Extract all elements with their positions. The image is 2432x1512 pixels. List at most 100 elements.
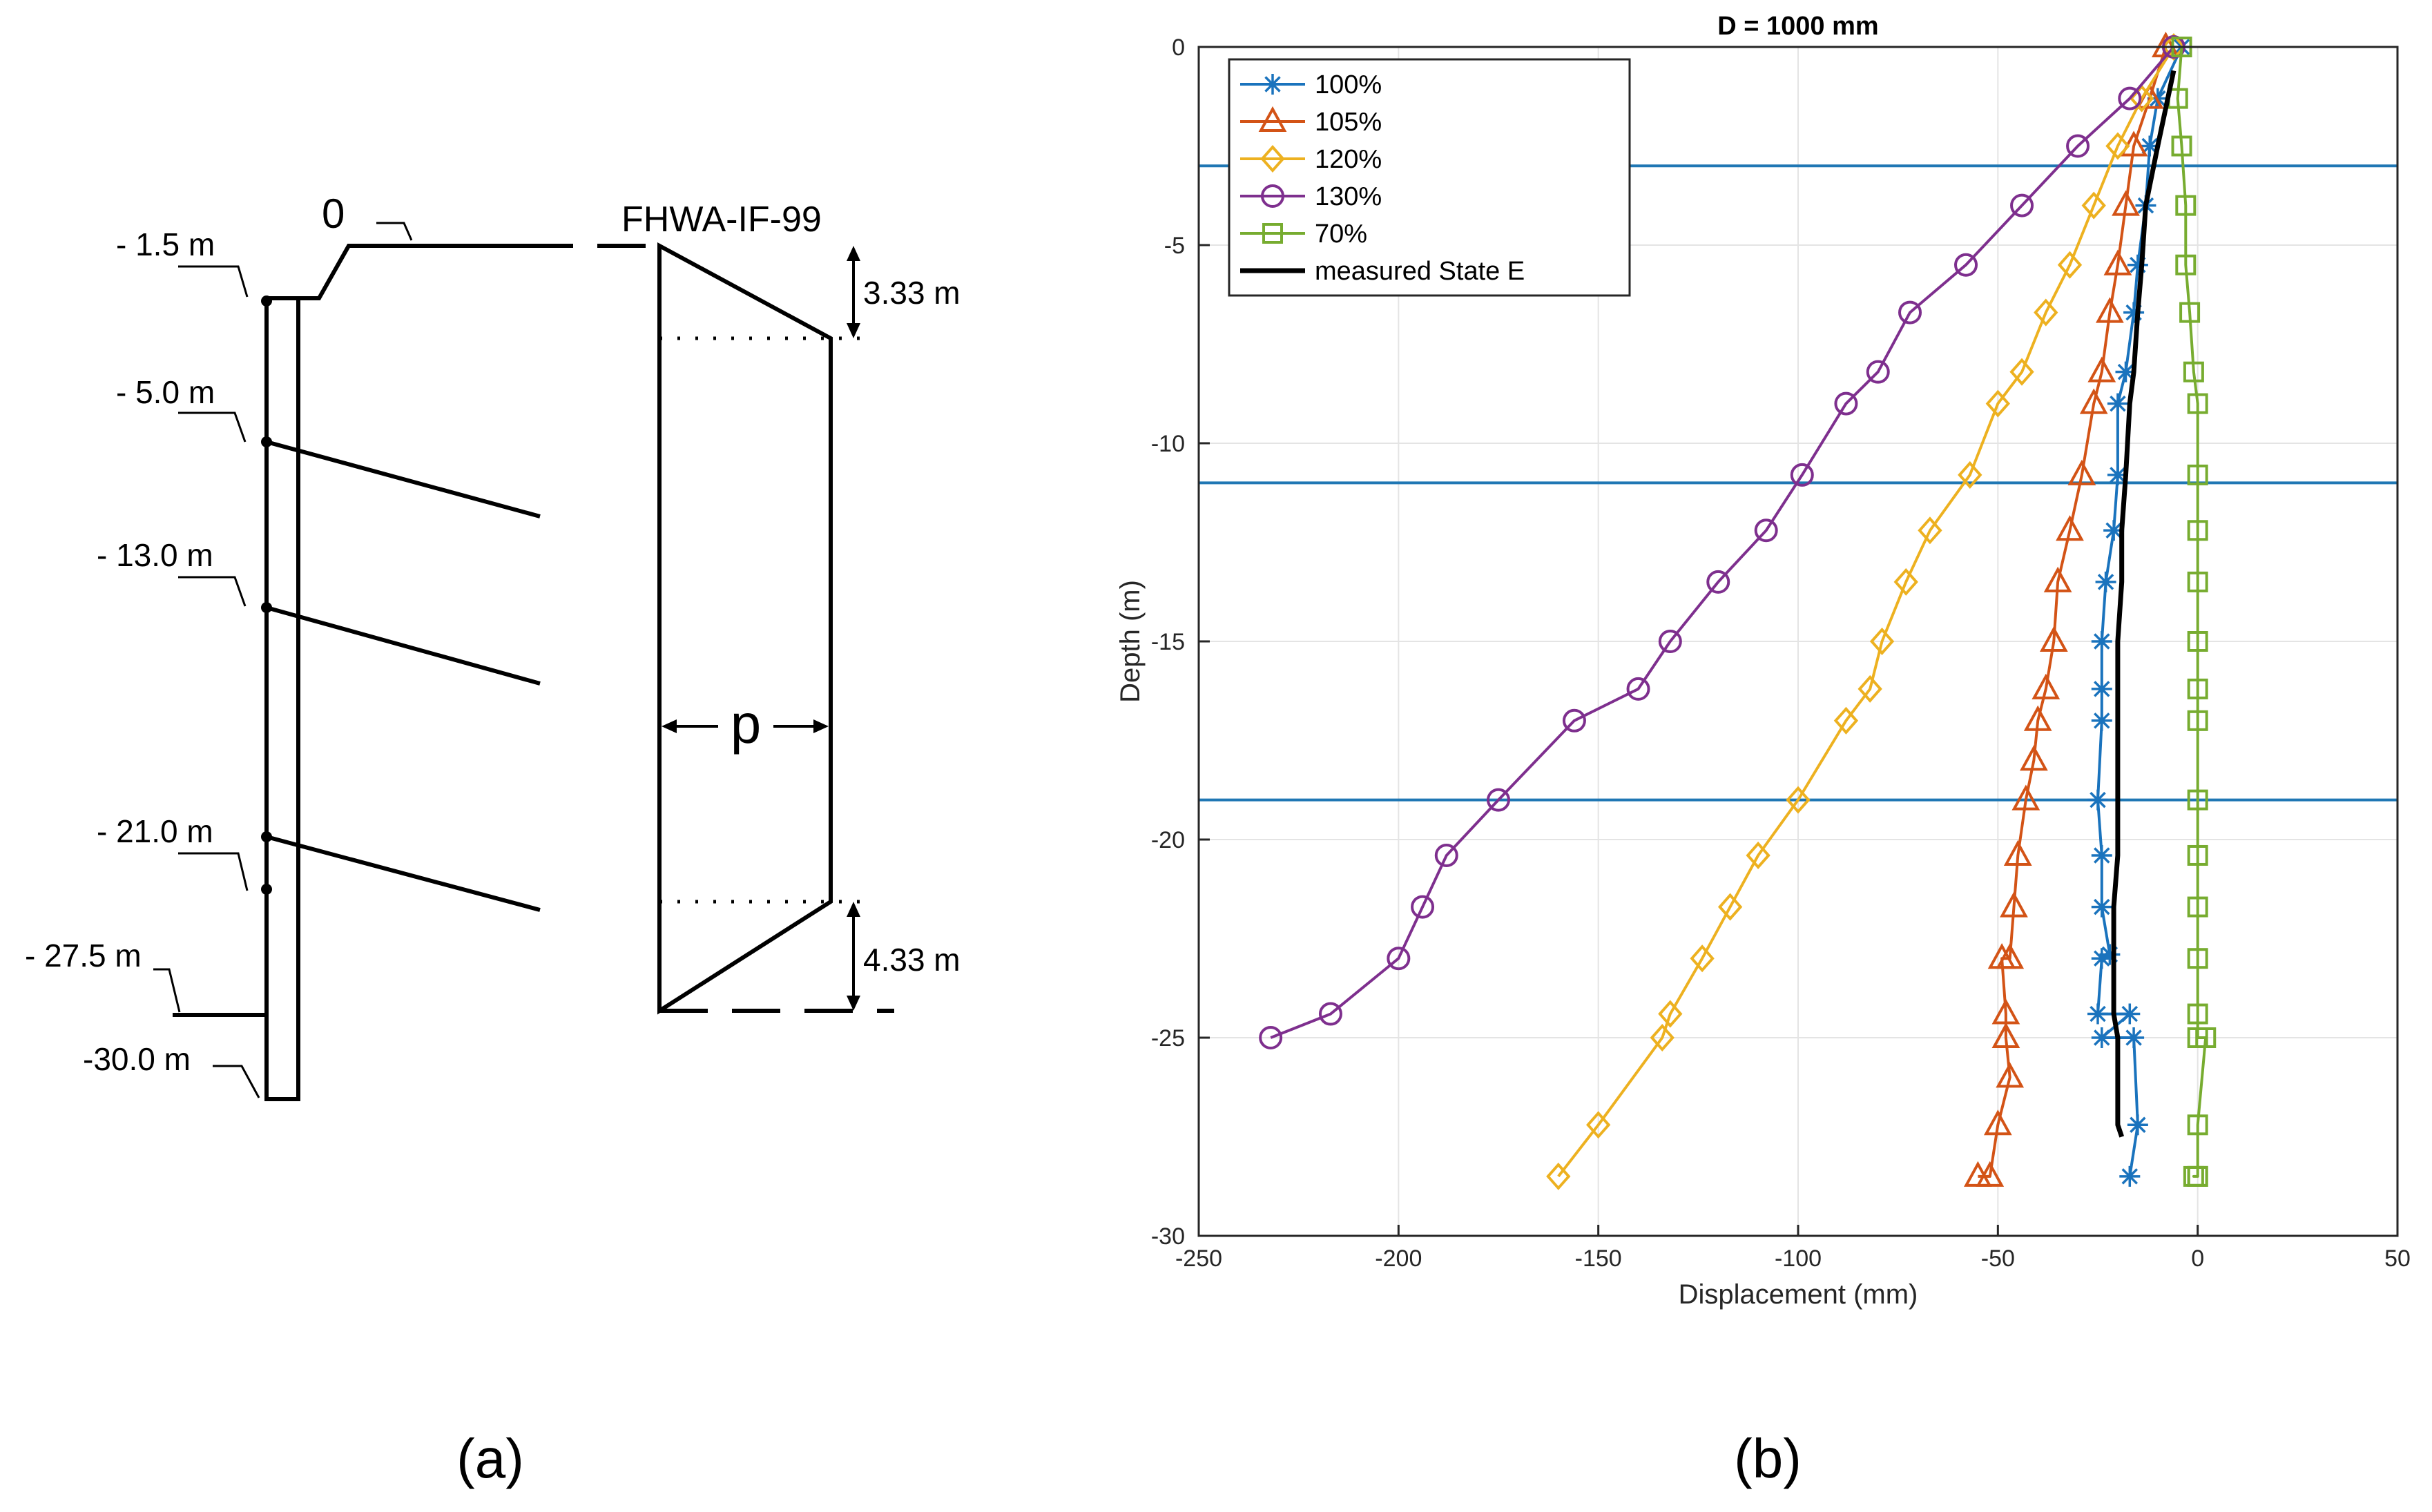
triangle-marker [1987, 943, 2016, 969]
square-marker [2171, 135, 2192, 157]
square-marker [2179, 302, 2201, 323]
square-marker [2187, 948, 2208, 969]
diamond-marker [1585, 1111, 1611, 1139]
diamond-marker [1690, 944, 1715, 973]
leader-5-0 [178, 411, 247, 443]
circle-marker [1487, 788, 1510, 812]
square-marker [1262, 223, 1283, 244]
star-marker [2099, 944, 2121, 965]
circle-marker [1434, 843, 1458, 867]
triangle-marker [2079, 388, 2108, 414]
diamond-marker [1746, 841, 1770, 869]
diamond-marker [1985, 389, 2011, 418]
chart-title: D = 1000 mm [1717, 12, 1878, 41]
panel-a-caption: (a) [456, 1428, 524, 1489]
star-marker [2123, 302, 2145, 323]
circle-marker [1626, 677, 1650, 701]
leader-30-0 [213, 1065, 260, 1098]
star-marker [2123, 1027, 2145, 1048]
anchor-head-dot [261, 884, 272, 895]
diamond-marker [1833, 706, 1859, 735]
anchor-3 [266, 835, 541, 912]
star-marker [2107, 393, 2128, 414]
star-marker [2091, 631, 2112, 652]
legend-label: measured State E [1315, 257, 1525, 286]
series-100- [2087, 37, 2192, 1187]
circle-marker [2010, 193, 2034, 217]
square-marker [2187, 393, 2208, 414]
diamond-marker [1918, 516, 1942, 545]
square-marker [2187, 678, 2208, 699]
circle-marker [2118, 86, 2142, 110]
leader-13-0 [178, 576, 247, 607]
square-marker [2187, 710, 2208, 731]
star-marker [2087, 789, 2108, 811]
y-tick-label: -30 [1151, 1223, 1185, 1250]
level-label: - 1.5 m [116, 226, 215, 262]
x-tick-label: -250 [1175, 1246, 1222, 1272]
method-label: FHWA-IF-99 [621, 200, 822, 240]
triangle-marker [2032, 673, 2061, 699]
legend-label: 100% [1315, 70, 1382, 99]
series-105- [1964, 31, 2180, 1187]
circle-marker [1834, 391, 1858, 416]
x-tick-label: -50 [1981, 1246, 2015, 1272]
triangle-marker [2011, 784, 2040, 811]
diamond-marker [2057, 251, 2083, 279]
x-tick-label: 0 [2191, 1246, 2204, 1272]
axis-ticks: -250 -200 -150 -100 -50 0 50 0 -5 -10 -15 -20 -25 -30 [1151, 35, 2411, 1272]
star-marker [2119, 1003, 2141, 1025]
retaining-wall [264, 296, 300, 1101]
star-marker [2095, 571, 2116, 592]
circle-marker [1411, 895, 1435, 919]
y-tick-label: -10 [1151, 431, 1185, 457]
series-group [1259, 31, 2217, 1190]
triangle-marker [2023, 705, 2052, 731]
star-marker [2087, 1003, 2108, 1025]
diamond-marker [1650, 1023, 1675, 1052]
arrowhead [847, 996, 860, 1011]
square-marker [2187, 1003, 2208, 1025]
square-marker [2195, 1027, 2217, 1048]
x-tick-label: -200 [1375, 1246, 1422, 1272]
legend-label: 120% [1315, 145, 1382, 174]
y-axis-label: Depth (m) [1115, 580, 1146, 703]
square-marker [2183, 361, 2204, 382]
x-axis-label: Displacement (mm) [1679, 1279, 1918, 1310]
panel-b-caption: (b) [1734, 1428, 1802, 1489]
y-tick-label: -5 [1164, 233, 1185, 259]
legend-label: 105% [1315, 108, 1382, 137]
star-marker [2103, 520, 2125, 541]
y-tick-label: -15 [1151, 629, 1185, 655]
diamond-marker [1857, 675, 1882, 703]
arrowhead [847, 323, 860, 338]
legend: 100% 105% 120% 130% 70% measured State E [1228, 58, 1631, 297]
circle-marker [1754, 518, 1778, 543]
star-marker [2127, 1114, 2148, 1136]
ground-zero-label: 0 [322, 191, 345, 237]
triangle-marker [2056, 515, 2084, 541]
star-marker [2091, 948, 2112, 969]
y-tick-label: -20 [1151, 827, 1185, 853]
diamond-marker [1717, 893, 1743, 921]
diamond-marker [1786, 786, 1811, 814]
square-marker [2175, 195, 2197, 216]
legend-box [1228, 58, 1631, 297]
y-tick-label: 0 [1172, 35, 1185, 61]
diamond-marker [1893, 568, 1918, 596]
star-marker [1262, 74, 1283, 95]
arrowhead [813, 719, 829, 733]
series-line [2111, 70, 2177, 1138]
circle-marker [1954, 253, 1978, 277]
pressure-envelope [657, 242, 833, 1015]
level-label: - 27.5 m [25, 938, 142, 973]
square-marker [2187, 1165, 2208, 1187]
leader-1-5 [178, 265, 249, 298]
legend-label: 130% [1315, 182, 1382, 211]
triangle-marker [2095, 297, 2124, 323]
anchor-1 [266, 440, 541, 518]
anchor-head-dot [261, 831, 272, 842]
x-tick-label: -150 [1575, 1246, 1622, 1272]
legend-label: 70% [1315, 220, 1367, 249]
